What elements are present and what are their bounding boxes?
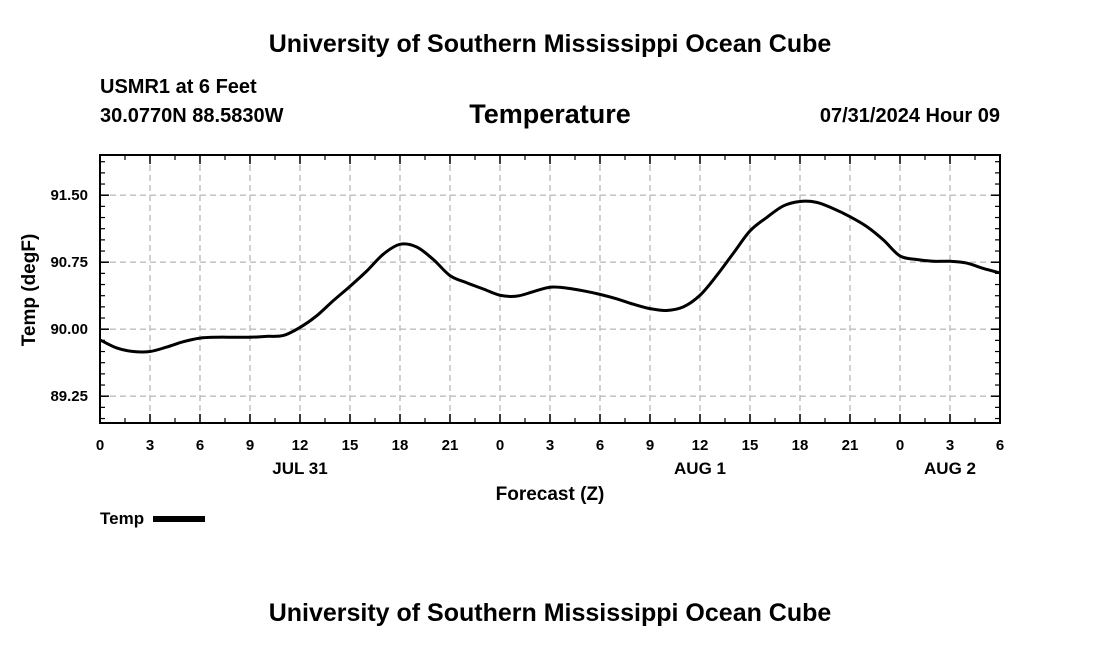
x-tick-label: 9	[646, 437, 654, 454]
x-tick-label: 0	[96, 437, 104, 454]
y-axis-title: Temp (degF)	[19, 234, 40, 347]
x-tick-label: 6	[196, 437, 204, 454]
labels-layer: 0 3 6 9 12 15 18 21 0 3 6 9 12 15 18 21 0 3 6 89.25 90.00 90.…	[50, 187, 1004, 478]
x-tick-label: 21	[442, 437, 459, 454]
x-tick-label: 18	[392, 437, 409, 454]
plot-frame	[99, 154, 1001, 424]
x-tick-label: 0	[896, 437, 904, 454]
x-tick-label: 3	[546, 437, 554, 454]
x-tick-label: 15	[742, 437, 759, 454]
x-tick-label: 21	[842, 437, 859, 454]
y-tick-label: 91.50	[50, 187, 88, 204]
series-line-temp	[99, 199, 1001, 354]
y-tick-label: 89.25	[50, 388, 88, 405]
day-label: AUG 1	[674, 459, 726, 478]
footer-title: University of Southern Mississippi Ocean…	[268, 599, 832, 627]
x-tick-label: 0	[496, 437, 504, 454]
datetime-label: 07/31/2024 Hour 09	[819, 105, 1000, 127]
x-tick-label: 3	[946, 437, 954, 454]
x-tick-label: 9	[246, 437, 254, 454]
x-tick-label: 3	[146, 437, 154, 454]
x-tick-label: 18	[792, 437, 809, 454]
y-tick-label: 90.00	[50, 321, 88, 338]
day-label: AUG 2	[924, 459, 976, 478]
x-tick-label: 6	[596, 437, 604, 454]
coordinates-label: 30.0770N 88.5830W	[100, 105, 284, 127]
legend: Temp	[100, 509, 206, 529]
y-tick-label: 90.75	[50, 254, 88, 271]
x-tick-label: 12	[292, 437, 309, 454]
station-label: USMR1 at 6 Feet	[100, 76, 257, 98]
legend-label-temp: Temp	[100, 509, 145, 528]
chart-title: Temperature	[469, 99, 631, 129]
page-title: University of Southern Mississippi Ocean…	[268, 30, 832, 58]
series-layer	[99, 199, 1001, 354]
x-tick-label: 15	[342, 437, 359, 454]
x-tick-label: 6	[996, 437, 1004, 454]
x-tick-label: 12	[692, 437, 709, 454]
legend-swatch-temp	[153, 516, 206, 522]
grid-layer	[100, 155, 1000, 423]
day-label: JUL 31	[272, 459, 327, 478]
x-axis-title: Forecast (Z)	[496, 484, 605, 505]
